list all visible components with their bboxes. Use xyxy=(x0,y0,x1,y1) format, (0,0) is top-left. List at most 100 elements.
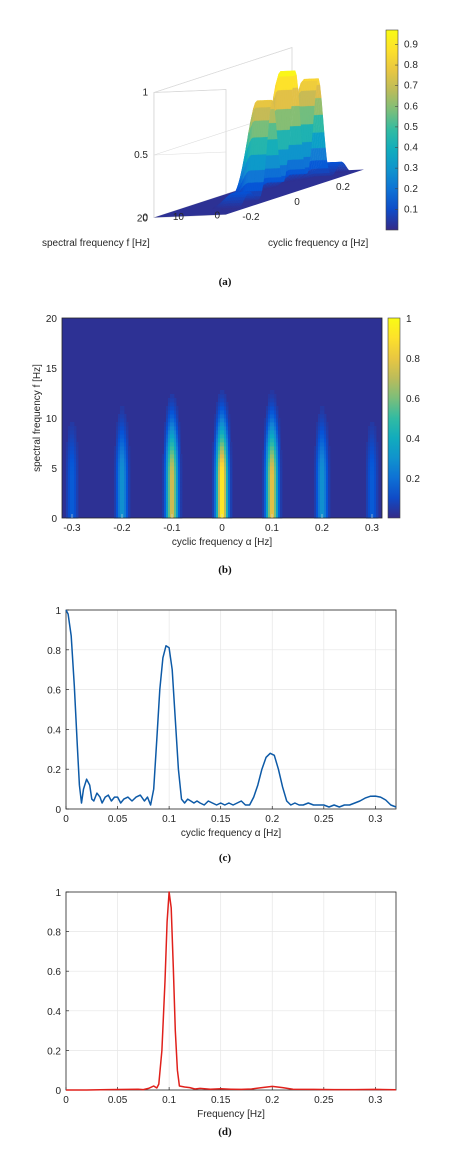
heatmap-cell xyxy=(118,422,121,427)
heatmap-cell xyxy=(366,486,369,491)
alpha-tick-label: 0 xyxy=(294,197,300,208)
heatmap-cell xyxy=(126,458,129,463)
heatmap-cell xyxy=(122,442,125,447)
x-tick-label: 0.3 xyxy=(365,523,379,534)
heatmap-cell xyxy=(276,490,279,495)
heatmap-cell xyxy=(270,502,273,507)
heatmap-cell xyxy=(168,410,171,415)
heatmap-cell xyxy=(218,510,221,515)
heatmap-cell xyxy=(224,510,227,515)
heatmap-cell xyxy=(166,418,169,423)
heatmap-cell xyxy=(314,506,317,511)
heatmap-cell xyxy=(180,458,183,463)
heatmap-cell xyxy=(268,510,271,515)
heatmap-cell xyxy=(264,514,267,519)
heatmap-cell xyxy=(230,498,233,503)
y-tick-label: 0 xyxy=(55,805,61,816)
heatmap-cell xyxy=(320,414,323,419)
heatmap-cell xyxy=(374,438,377,443)
panel-a: 0 0.5 1 0 10 20 -0.2 0 0.2 spectral frequency f [… xyxy=(0,0,450,300)
heatmap-cell xyxy=(122,470,125,475)
heatmap-cell xyxy=(68,458,71,463)
heatmap-cell xyxy=(262,498,265,503)
heatmap-cell xyxy=(120,454,123,459)
heatmap-cell xyxy=(368,486,371,491)
heatmap-cell xyxy=(324,446,327,451)
heatmap-cell xyxy=(280,510,283,515)
heatmap-cell xyxy=(276,446,279,451)
heatmap-cell xyxy=(276,486,279,491)
heatmap-cell xyxy=(370,470,373,475)
heatmap-cell xyxy=(262,466,265,471)
heatmap-cell xyxy=(226,490,229,495)
heatmap-cell xyxy=(376,442,379,447)
heatmap-cell xyxy=(166,434,169,439)
heatmap-cell xyxy=(226,458,229,463)
heatmap-cell xyxy=(176,450,179,455)
heatmap-cell xyxy=(322,470,325,475)
heatmap-cell xyxy=(76,442,79,447)
heatmap-cell xyxy=(68,486,71,491)
heatmap-cell xyxy=(72,430,75,435)
heatmap-cell xyxy=(268,494,271,499)
heatmap-cell xyxy=(376,478,379,483)
heatmap-cell xyxy=(172,406,175,411)
heatmap-cell xyxy=(224,414,227,419)
heatmap-cell xyxy=(76,490,79,495)
heatmap-cell xyxy=(324,458,327,463)
heatmap-cell xyxy=(218,490,221,495)
heatmap-cell xyxy=(220,418,223,423)
heatmap-cell xyxy=(114,462,117,467)
heatmap-cell xyxy=(178,478,181,483)
heatmap-cell xyxy=(170,418,173,423)
heatmap-cell xyxy=(316,474,319,479)
heatmap-cell xyxy=(162,510,165,515)
heatmap-cell xyxy=(68,430,71,435)
heatmap-cell xyxy=(222,494,225,499)
heatmap-cell xyxy=(374,478,377,483)
heatmap-cell xyxy=(222,474,225,479)
heatmap-cell xyxy=(320,494,323,499)
heatmap-cell xyxy=(128,450,131,455)
y-tick-label: 0.8 xyxy=(47,646,61,657)
heatmap-cell xyxy=(324,510,327,515)
heatmap-cell xyxy=(74,482,77,487)
heatmap-cell xyxy=(116,422,119,427)
heatmap-cell xyxy=(218,406,221,411)
heatmap-cell xyxy=(116,502,119,507)
heatmap-cell xyxy=(320,426,323,431)
heatmap-cell xyxy=(270,414,273,419)
heatmap-cell xyxy=(168,446,171,451)
heatmap-cell xyxy=(372,486,375,491)
f-tick-label: 20 xyxy=(137,214,149,225)
x-tick-label: -0.1 xyxy=(163,523,181,534)
heatmap-cell xyxy=(264,434,267,439)
heatmap-cell xyxy=(214,438,217,443)
heatmap-cell xyxy=(368,494,371,499)
heatmap-cell xyxy=(230,446,233,451)
heatmap-cell xyxy=(168,494,171,499)
heatmap-cell xyxy=(120,410,123,415)
heatmap-cell xyxy=(322,474,325,479)
heatmap-cell xyxy=(122,430,125,435)
heatmap-cell xyxy=(316,514,319,519)
heatmap-cell xyxy=(274,450,277,455)
heatmap-cell xyxy=(262,486,265,491)
heatmap-cell xyxy=(278,454,281,459)
heatmap-cell xyxy=(116,442,119,447)
heatmap-cell xyxy=(278,470,281,475)
heatmap-cell xyxy=(172,482,175,487)
heatmap-cell xyxy=(276,498,279,503)
heatmap-cell xyxy=(170,514,173,519)
y-tick-label: 0.8 xyxy=(47,928,61,939)
heatmap-cell xyxy=(66,486,69,491)
heatmap-cell xyxy=(230,474,233,479)
heatmap-cell xyxy=(262,450,265,455)
heatmap-cell xyxy=(226,470,229,475)
heatmap-cell xyxy=(370,482,373,487)
heatmap-cell xyxy=(320,422,323,427)
heatmap-cell xyxy=(374,510,377,515)
heatmap-cell xyxy=(368,466,371,471)
heatmap-cell xyxy=(180,478,183,483)
heatmap-cell xyxy=(264,506,267,511)
